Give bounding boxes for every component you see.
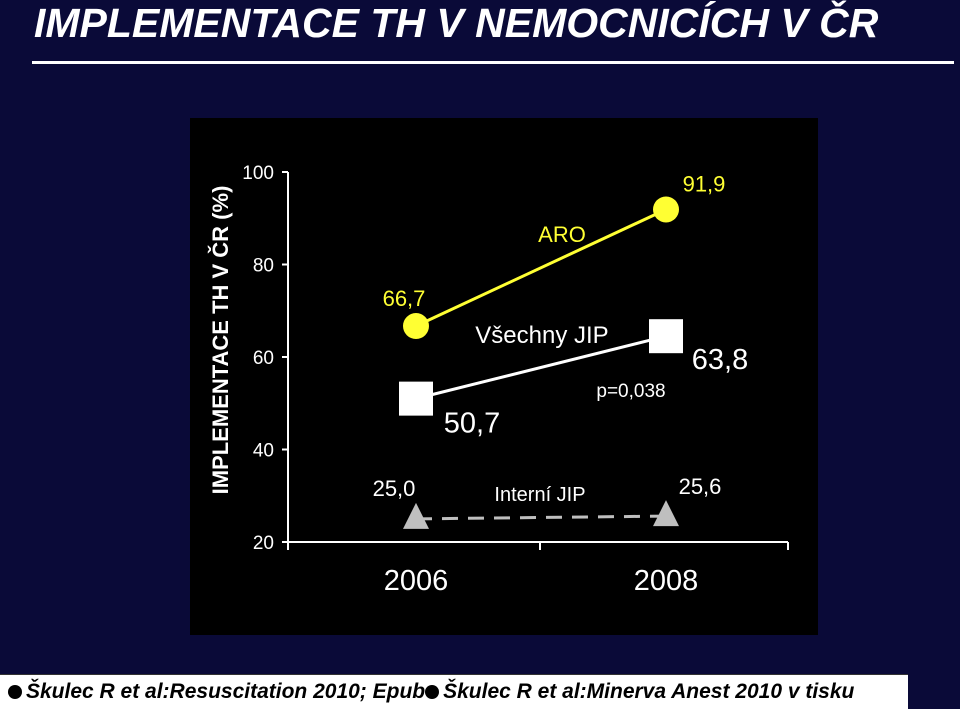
data-label: 91,9 bbox=[683, 171, 726, 196]
y-tick-label: 80 bbox=[253, 256, 274, 277]
series-name-label: Interní JIP bbox=[494, 484, 585, 506]
reference-text: Škulec R et al:Minerva Anest 2010 v tisk… bbox=[443, 680, 855, 703]
data-point-triangle bbox=[653, 500, 679, 527]
y-axis-label: IMPLEMENTACE TH V ČR (%) bbox=[208, 186, 233, 495]
slide-title: IMPLEMENTACE TH V NEMOCNICÍCH V ČR bbox=[34, 0, 879, 46]
series-name-label: ARO bbox=[538, 222, 586, 247]
data-point-square bbox=[399, 381, 433, 416]
y-tick-label: 20 bbox=[253, 533, 274, 554]
y-tick-label: 40 bbox=[253, 441, 274, 462]
line-chart: IMPLEMENTACE TH V ČR (%) 20 40 60 80 100 2006 2… bbox=[208, 163, 789, 597]
series-line-1 bbox=[415, 334, 667, 401]
y-tick-label: 100 bbox=[242, 163, 274, 184]
series-line-2 bbox=[415, 514, 667, 521]
reference-item: Škulec R et al:Minerva Anest 2010 v tisk… bbox=[425, 680, 854, 704]
data-label: 25,6 bbox=[679, 474, 722, 499]
x-tick-label: 2006 bbox=[384, 565, 449, 597]
footer-references: Škulec R et al:Resuscitation 2010; Epub … bbox=[0, 674, 908, 709]
series-name-label: Všechny JIP bbox=[475, 322, 608, 349]
p-value-annotation: p=0,038 bbox=[596, 381, 665, 402]
data-point-triangle bbox=[403, 502, 429, 529]
data-label: 66,7 bbox=[383, 286, 426, 311]
data-label: 63,8 bbox=[692, 344, 748, 376]
bullet-icon bbox=[8, 685, 22, 699]
series-line-0 bbox=[415, 208, 667, 328]
reference-item: Škulec R et al:Resuscitation 2010; Epub bbox=[8, 680, 425, 704]
bullet-icon bbox=[425, 685, 440, 699]
data-label: 50,7 bbox=[444, 408, 500, 440]
chart-panel: IMPLEMENTACE TH V ČR (%) 20 40 60 80 100 2006 2… bbox=[190, 118, 818, 635]
data-label: 25,0 bbox=[373, 476, 416, 501]
title-divider bbox=[32, 61, 954, 64]
x-tick-label: 2008 bbox=[634, 565, 699, 597]
reference-text: Škulec R et al:Resuscitation 2010; Epub bbox=[26, 680, 426, 703]
data-point-square bbox=[649, 319, 683, 354]
data-point-circle bbox=[653, 196, 679, 223]
data-point-circle bbox=[403, 313, 429, 340]
y-tick-label: 60 bbox=[253, 348, 274, 369]
